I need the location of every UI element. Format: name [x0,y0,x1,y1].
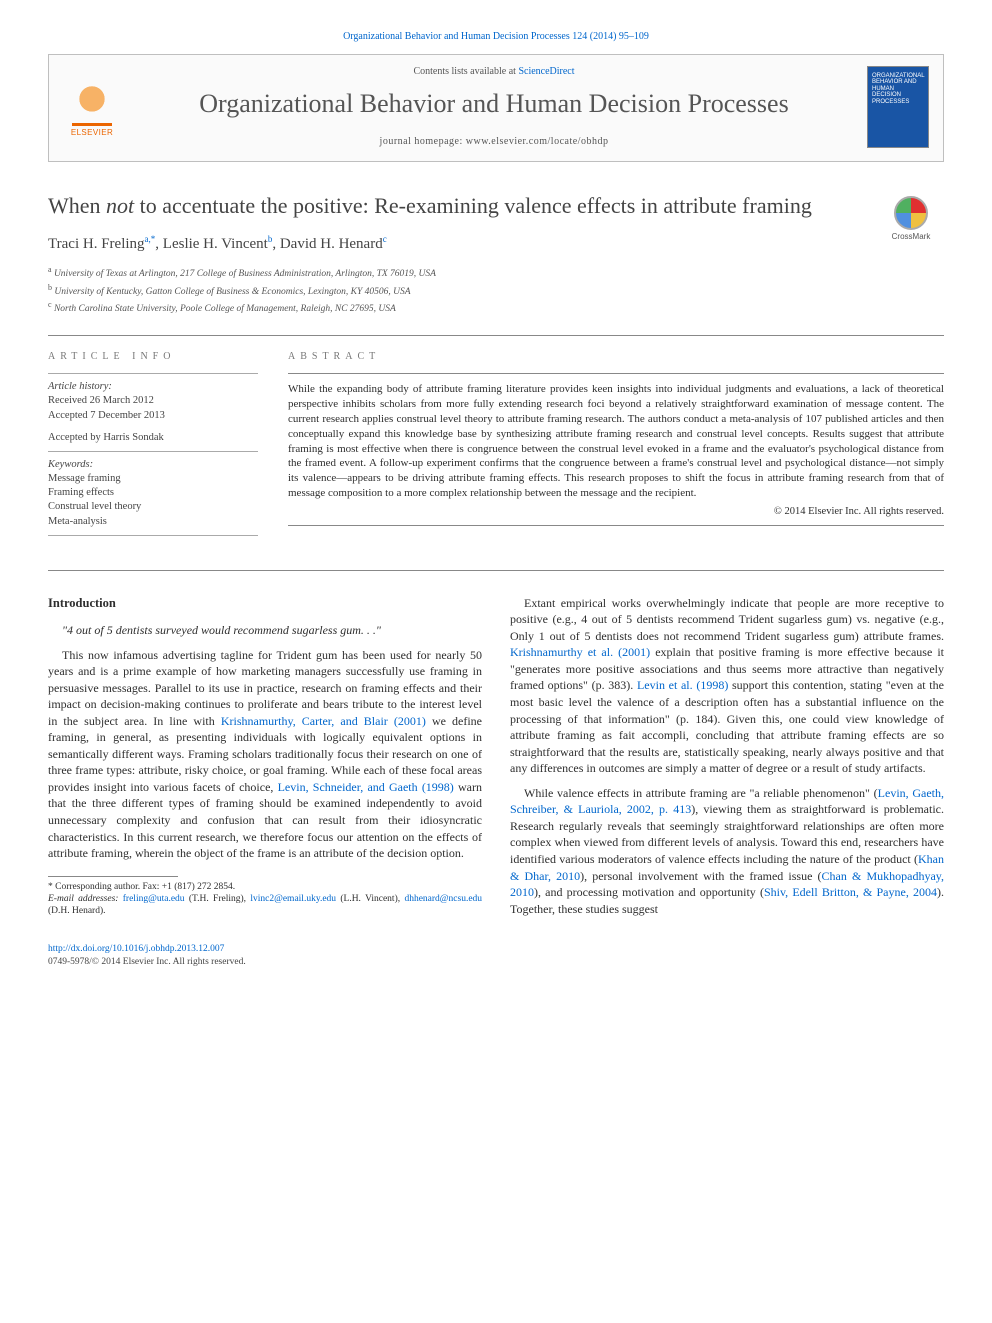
title-block: CrossMark When not to accentuate the pos… [48,192,944,220]
email-link[interactable]: dhhenard@ncsu.edu [404,894,482,904]
citation-link[interactable]: Shiv, Edell Britton, & Payne, 2004 [764,885,937,899]
keywords-label: Keywords: [48,458,258,472]
affiliation-a: a University of Texas at Arlington, 217 … [48,264,944,281]
issn-copyright: 0749-5978/© 2014 Elsevier Inc. All right… [48,957,246,967]
footnote-separator [48,876,178,877]
affil-sup: a [48,265,52,274]
journal-title: Organizational Behavior and Human Decisi… [137,86,851,121]
text-run: ), and processing motivation and opportu… [534,885,764,899]
homepage-url: www.elsevier.com/locate/obhdp [466,136,609,147]
footnotes: * Corresponding author. Fax: +1 (817) 27… [48,881,482,918]
publisher-label: ELSEVIER [71,128,113,139]
text-run: Extant empirical works overwhelmingly in… [510,596,944,643]
author-sep: , [272,236,280,252]
author-3: David H. Henardc [280,236,387,252]
publisher-logo: ELSEVIER [63,75,121,139]
citation-link[interactable]: Krishnamurthy et al. (2001) [510,645,650,659]
section-heading-introduction: Introduction [48,595,482,612]
header-center: Contents lists available at ScienceDirec… [137,65,851,149]
affil-text: North Carolina State University, Poole C… [54,304,396,314]
intro-paragraph-3: While valence effects in attribute frami… [510,785,944,917]
keyword: Framing effects [48,486,258,500]
running-head-citation: Organizational Behavior and Human Decisi… [48,30,944,44]
history-label: Article history: [48,380,258,394]
intro-paragraph-2: Extant empirical works overwhelmingly in… [510,595,944,777]
crossmark-widget[interactable]: CrossMark [878,196,944,243]
citation-link[interactable]: Levin, Schneider, and Gaeth (1998) [278,780,454,794]
author-list: Traci H. Frelinga,*, Leslie H. Vincentb,… [48,233,944,254]
email-owner: (D.H. Henard). [48,906,106,916]
keyword: Message framing [48,472,258,486]
email-footnote: E-mail addresses: freling@uta.edu (T.H. … [48,893,482,918]
homepage-prefix: journal homepage: [380,136,466,147]
affiliation-c: c North Carolina State University, Poole… [48,299,944,316]
affil-link-c[interactable]: c [383,234,387,244]
email-link[interactable]: freling@uta.edu [123,894,185,904]
affiliation-b: b University of Kentucky, Gatton College… [48,282,944,299]
abstract-column: abstract While the expanding body of att… [288,350,944,542]
email-owner: (L.H. Vincent) [340,894,397,904]
article-info-heading: article info [48,350,258,364]
opening-quote: "4 out of 5 dentists surveyed would reco… [62,622,482,639]
article-info-column: article info Article history: Received 2… [48,350,258,542]
journal-homepage-line: journal homepage: www.elsevier.com/locat… [137,135,851,149]
elsevier-tree-icon [72,86,112,126]
article-title: When not to accentuate the positive: Re-… [48,192,944,220]
contents-available-line: Contents lists available at ScienceDirec… [137,65,851,79]
handling-editor: Accepted by Harris Sondak [48,431,258,445]
affil-text: University of Texas at Arlington, 217 Co… [54,270,436,280]
affiliations: a University of Texas at Arlington, 217 … [48,264,944,316]
sciencedirect-link[interactable]: ScienceDirect [518,66,574,77]
abstract-copyright: © 2014 Elsevier Inc. All rights reserved… [288,505,944,519]
corr-text: Corresponding author. Fax: +1 (817) 272 … [53,882,235,892]
doi-link[interactable]: http://dx.doi.org/10.1016/j.obhdp.2013.1… [48,944,224,954]
author-1: Traci H. Frelinga,* [48,236,155,252]
cover-thumb-text: ORGANIZATIONAL BEHAVIOR AND HUMAN DECISI… [872,73,924,105]
crossmark-label: CrossMark [892,232,931,243]
citation-link[interactable]: Organizational Behavior and Human Decisi… [343,31,649,42]
title-part-1: When [48,193,106,218]
text-run: ), personal involvement with the framed … [580,869,821,883]
accepted-date: Accepted 7 December 2013 [48,409,258,423]
journal-cover-thumb: ORGANIZATIONAL BEHAVIOR AND HUMAN DECISI… [867,66,929,148]
intro-paragraph-1: This now infamous advertising tagline fo… [48,647,482,862]
citation-link[interactable]: Levin et al. (1998) [637,678,728,692]
crossmark-icon [894,196,928,230]
corresponding-footnote: * Corresponding author. Fax: +1 (817) 27… [48,881,482,893]
text-run: While valence effects in attribute frami… [524,786,878,800]
author-2: Leslie H. Vincentb [163,236,273,252]
author-name: David H. Henard [280,236,383,252]
affil-text: University of Kentucky, Gatton College o… [54,287,410,297]
author-sep: , [155,236,163,252]
citation-link[interactable]: Krishnamurthy, Carter, and Blair (2001) [221,714,426,728]
received-date: Received 26 March 2012 [48,394,258,408]
abstract-heading: abstract [288,350,944,364]
abstract-text: While the expanding body of attribute fr… [288,382,944,501]
affil-sup: b [48,283,52,292]
page-footer: http://dx.doi.org/10.1016/j.obhdp.2013.1… [48,943,944,969]
divider-rule [48,570,944,571]
info-abstract-row: article info Article history: Received 2… [48,350,944,542]
title-emphasis: not [106,193,134,218]
title-part-2: to accentuate the positive: Re-examining… [134,193,812,218]
affil-sup: c [48,300,52,309]
text-run: support this contention, stating "even a… [510,678,944,775]
divider-rule [48,335,944,336]
keyword: Meta-analysis [48,515,258,529]
email-label: E-mail addresses: [48,894,123,904]
contents-prefix: Contents lists available at [413,66,518,77]
email-owner: (T.H. Freling) [189,894,244,904]
email-link[interactable]: lvinc2@email.uky.edu [250,894,336,904]
author-name: Leslie H. Vincent [163,236,268,252]
journal-header-box: ELSEVIER Contents lists available at Sci… [48,54,944,162]
keyword: Construal level theory [48,500,258,514]
author-name: Traci H. Freling [48,236,145,252]
article-body: Introduction "4 out of 5 dentists survey… [48,595,944,922]
